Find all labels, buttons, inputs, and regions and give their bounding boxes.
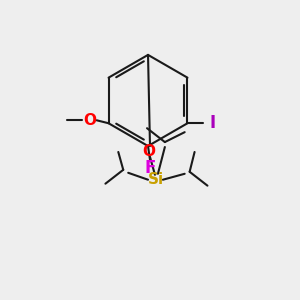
Text: F: F xyxy=(144,159,156,177)
Text: Si: Si xyxy=(148,172,164,187)
Text: I: I xyxy=(209,114,215,132)
Text: O: O xyxy=(142,145,155,160)
Text: O: O xyxy=(83,113,96,128)
